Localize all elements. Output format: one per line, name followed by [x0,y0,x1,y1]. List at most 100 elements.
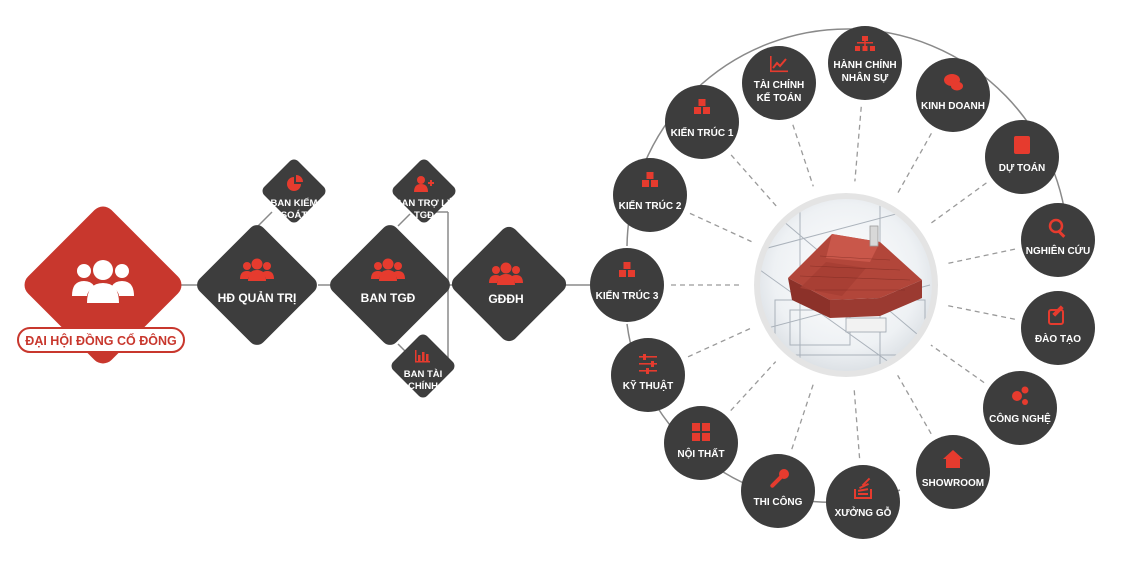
chat-icon [944,74,963,91]
department-circle [983,371,1057,445]
department-label: DỰ TOÁN [999,161,1045,174]
dashed-spoke [854,106,862,182]
satellite-label-2: TGĐ [414,210,434,221]
department-label: SHOWROOM [922,478,984,489]
dashed-spoke [947,305,1016,320]
department-circle [741,454,815,528]
cubes-icon [694,99,710,114]
main-label: HĐ QUẢN TRỊ [218,290,297,305]
dashed-spoke [689,212,752,243]
root-node: ĐẠI HỘI ĐỒNG CỔ ĐÔNG [17,206,185,364]
satellite-label-2: SOÁT [281,210,308,221]
cubes-icon [642,172,658,187]
dashed-spokes [671,106,1016,459]
department-node: NGHIÊN CỨU [1021,203,1095,277]
cubes-icon [619,262,635,277]
satellite-label-1: BAN KIỂM [271,197,318,209]
department-node: THI CÔNG [741,454,815,528]
department-circle [826,465,900,539]
department-node: SHOWROOM [916,435,990,509]
department-node: CÔNG NGHỆ [983,371,1057,445]
dashed-spoke [730,361,777,412]
department-label-line2: NHÂN SỰ [842,71,889,84]
main-label: GĐĐH [488,292,523,306]
users-icon [72,260,134,303]
department-label: CÔNG NGHỆ [989,412,1051,425]
main-label: BAN TGĐ [361,291,416,305]
department-node: DỰ TOÁN [985,120,1059,194]
department-label: KIẾN TRÚC 2 [619,199,682,212]
users-icon [371,258,405,281]
department-circle [613,158,687,232]
wrench-icon [770,469,789,488]
main-node-gddh: GĐĐH [451,226,567,342]
department-label: KỸ THUẬT [623,379,674,392]
department-circle [665,85,739,159]
dashed-spoke [792,124,814,187]
center-house-illustration [754,193,938,377]
department-circle [590,248,664,322]
department-label: HÀNH CHÍNH [833,58,896,71]
satellite-ban-tai-chinh: BAN TÀI CHÍNH [391,334,455,398]
pie-chart-icon [287,175,303,191]
department-node: KINH DOANH [916,58,990,132]
users-icon [240,258,274,281]
satellite-label-1: BAN TÀI [404,369,443,380]
sliders-icon [639,354,657,374]
department-label: ĐÀO TẠO [1035,332,1081,345]
dashed-spoke [947,248,1016,265]
department-label: THI CÔNG [754,495,803,508]
department-node: ĐÀO TẠO [1021,291,1095,365]
satellite-ban-tro-ly: BAN TRỢ LÝ TGĐ [392,159,456,223]
stack-icon [854,477,872,499]
satellite-label-1: BAN TRỢ LÝ [395,197,454,209]
dashed-spoke [791,383,815,450]
line-chart-icon [770,56,788,73]
department-label-line2: KẾ TOÁN [757,91,802,104]
home-icon [943,450,963,468]
department-node: XƯỞNG GỖ [826,465,900,539]
department-circle [1021,203,1095,277]
satellite-label-2: CHÍNH [408,381,438,392]
dashed-spoke [930,344,985,384]
department-ring: KIẾN TRÚC 3 KIẾN TRÚC 2 KIẾN TRÚC 1 TÀI CHÍ… [590,26,1095,539]
root-label: ĐẠI HỘI ĐỒNG CỔ ĐÔNG [25,333,176,348]
department-label: TÀI CHÍNH [754,78,805,91]
department-circle [828,26,902,100]
department-node: KIẾN TRÚC 3 [590,248,664,322]
department-circle [916,435,990,509]
grid-icon [692,423,710,441]
department-circle [742,46,816,120]
edit-icon [1048,305,1064,325]
calculator-icon [1014,136,1030,154]
department-circle [664,406,738,480]
dashed-spoke [853,388,861,459]
department-node: NỘI THẤT [664,406,738,480]
department-node: KIẾN TRÚC 1 [665,85,739,159]
department-label: KIẾN TRÚC 1 [671,126,734,139]
department-label: XƯỞNG GỖ [835,506,892,519]
search-icon [1048,218,1066,238]
main-node-hd-quan-tri: HĐ QUẢN TRỊ [197,225,317,345]
dashed-spoke [687,327,752,358]
satellite-ban-kiem-soat: BAN KIỂM SOÁT [262,159,326,223]
bar-chart-icon [415,350,430,363]
department-node: KIẾN TRÚC 2 [613,158,687,232]
sitemap-icon [855,36,875,51]
department-label: NGHIÊN CỨU [1026,244,1090,257]
dashed-spoke [730,154,778,208]
department-circle [916,58,990,132]
users-icon [489,262,523,285]
department-label: NỘI THẤT [677,447,724,460]
gears-icon [1012,386,1029,405]
department-node: KỸ THUẬT [611,338,685,412]
user-plus-icon [414,176,434,192]
department-circle [985,120,1059,194]
department-circle [611,338,685,412]
dashed-spoke [929,182,987,225]
dashed-spoke [896,133,932,195]
main-node-ban-tgd: BAN TGĐ [330,225,450,345]
